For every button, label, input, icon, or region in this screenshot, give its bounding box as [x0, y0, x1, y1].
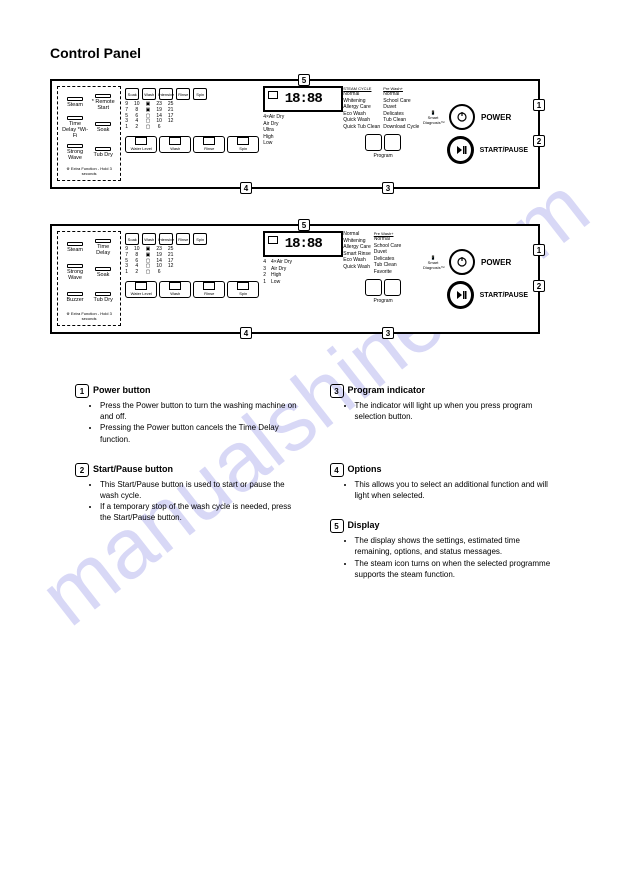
btn-spin[interactable]: Spin — [227, 136, 259, 153]
icon-intensive: Intensive — [159, 88, 173, 100]
opt2-strongwave[interactable]: Strong Wave — [62, 261, 88, 284]
right-controls: 📱Smart Diagnosis™ POWER START/PAUSE — [423, 86, 533, 182]
btn-wash[interactable]: Wash — [159, 136, 191, 153]
callout-3b: 3 — [382, 327, 394, 339]
display-section: 18:88 4×Air Dry Air Dry Ultra High Low — [263, 86, 343, 182]
desc-2: 2Start/Pause button This Start/Pause but… — [75, 463, 300, 580]
opt-steam[interactable]: Steam — [62, 91, 88, 114]
start-label: START/PAUSE — [480, 147, 528, 154]
btn-water[interactable]: Water Level — [125, 136, 157, 153]
opt-tubdry[interactable]: Tub Dry — [90, 141, 116, 164]
btn-rinse[interactable]: Rinse — [193, 136, 225, 153]
levels: 4×Air Dry Air Dry Ultra High Low — [263, 114, 343, 147]
start-pause-button[interactable] — [447, 136, 473, 164]
page: Control Panel 5 1 2 3 4 Steam * Remote S… — [0, 0, 629, 640]
smart-diag-icon-2: 📱Smart Diagnosis™ — [423, 255, 443, 270]
start-pause-button-2[interactable] — [447, 281, 473, 309]
smart-diag-icon: 📱Smart Diagnosis™ — [423, 110, 443, 125]
opt-timedelay[interactable]: Time Delay *Wi-Fi — [62, 116, 88, 139]
mid-section: Soak Wash Intensive Rinse Spin 97531 108… — [121, 86, 263, 182]
program-col2: Pre Wash+ NormalSchool CareDuvetDelicate… — [383, 86, 419, 130]
control-panel-2: 5 1 2 3 4 Steam Time Delay Strong Wave S… — [50, 224, 540, 334]
btn2-spin[interactable]: Spin — [227, 281, 259, 298]
icon-soak: Soak — [125, 88, 139, 100]
icon-spin: Spin — [193, 88, 207, 100]
prog2-next[interactable] — [384, 279, 401, 296]
desc-3: 3Program indicator The indicator will li… — [330, 384, 555, 445]
callout-2: 2 — [533, 135, 545, 147]
btn2-wash[interactable]: Wash — [159, 281, 191, 298]
callout-2b: 2 — [533, 280, 545, 292]
opt2-steam[interactable]: Steam — [62, 236, 88, 259]
program-label: Program — [343, 153, 423, 159]
callout-4: 4 — [240, 182, 252, 194]
program2-col1: NormalWhiteningAllergy CareSmart RinseEc… — [343, 231, 371, 275]
callout-4b: 4 — [240, 327, 252, 339]
opt2-timedelay[interactable]: Time Delay — [90, 236, 116, 259]
opt2-soak[interactable]: Soak — [90, 261, 116, 284]
icon-row: Soak Wash Intensive Rinse Spin — [125, 88, 259, 100]
lcd-display: 18:88 — [263, 86, 343, 112]
levels-2: 4321 4×Air DryAir DryHighLow — [263, 259, 343, 285]
icon-rinse: Rinse — [176, 88, 190, 100]
options-group-2: Steam Time Delay Strong Wave Soak Buzzer… — [57, 231, 121, 326]
opt2-tubdry[interactable]: Tub Dry — [90, 286, 116, 309]
prog2-prev[interactable] — [365, 279, 382, 296]
program-section: STEAM CYCLE NormalWhiteningAllergy CareE… — [343, 86, 423, 182]
lcd-display-2: 18:88 — [263, 231, 343, 257]
callout-1b: 1 — [533, 244, 545, 256]
btn2-water[interactable]: Water Level — [125, 281, 157, 298]
prog-next[interactable] — [384, 134, 401, 151]
section-heading: Control Panel — [50, 45, 579, 61]
callout-3: 3 — [382, 182, 394, 194]
callout-5b: 5 — [298, 219, 310, 231]
options-footnote: ※ Extra Function - Hold 3 seconds — [62, 166, 116, 176]
desc-1: 1Power button Press the Power button to … — [75, 384, 300, 445]
options-footnote-2: ※ Extra Function - Hold 3 seconds — [62, 311, 116, 321]
right-controls-2: 📱Smart Diagnosis™ POWER START/PAUSE — [423, 231, 533, 327]
power-label: POWER — [481, 113, 511, 122]
opt-strongwave[interactable]: Strong Wave — [62, 141, 88, 164]
control-panel-1: 5 1 2 3 4 Steam * Remote Start Time Dela… — [50, 79, 540, 189]
opt-soak[interactable]: Soak — [90, 116, 116, 139]
prog-prev[interactable] — [365, 134, 382, 151]
program-col1: STEAM CYCLE NormalWhiteningAllergy CareE… — [343, 86, 380, 130]
power-button-2[interactable] — [449, 249, 475, 275]
callout-1: 1 — [533, 99, 545, 111]
desc-4: 4Options This allows you to select an ad… — [330, 463, 555, 501]
btn2-rinse[interactable]: Rinse — [193, 281, 225, 298]
icon-wash: Wash — [142, 88, 156, 100]
opt-remote[interactable]: * Remote Start — [90, 91, 116, 114]
power-button[interactable] — [449, 104, 475, 130]
descriptions: 1Power button Press the Power button to … — [50, 369, 579, 595]
func-buttons: Water Level Wash Rinse Spin — [125, 136, 259, 153]
program2-col2: Pre Wash+ NormalSchool CareDuvetDelicate… — [374, 231, 402, 275]
options-group: Steam * Remote Start Time Delay *Wi-Fi S… — [57, 86, 121, 181]
opt2-buzzer[interactable]: Buzzer — [62, 286, 88, 309]
desc-5: 5Display The display shows the settings,… — [330, 519, 555, 580]
callout-5: 5 — [298, 74, 310, 86]
display-section-2: 18:88 4321 4×Air DryAir DryHighLow — [263, 231, 343, 327]
mid-section-2: Soak Wash Intensive Rinse Spin 97531 108… — [121, 231, 263, 327]
number-grid: 97531 108642 ▣▣▢▢▢ 231914106 25211712 — [125, 102, 259, 131]
program-section-2: NormalWhiteningAllergy CareSmart RinseEc… — [343, 231, 423, 327]
